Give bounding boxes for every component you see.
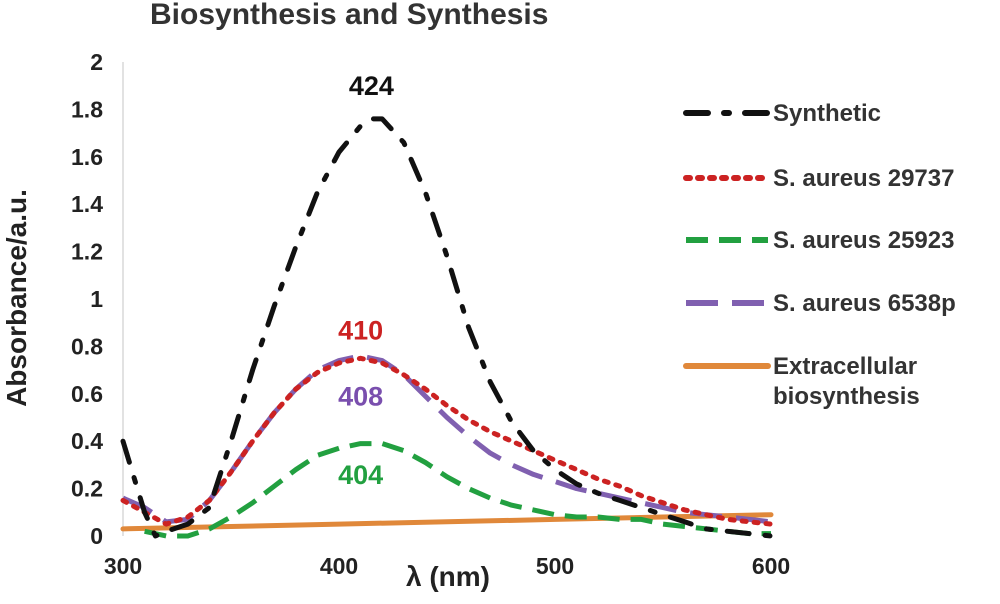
- y-tick-label: 1: [90, 286, 103, 312]
- x-tick-label: 500: [536, 553, 574, 579]
- y-tick-label: 0.4: [71, 428, 103, 454]
- y-tick-label: 2: [90, 49, 103, 75]
- y-axis-label: Absorbance/a.u.: [1, 189, 32, 407]
- y-tick-label: 1.4: [71, 191, 103, 217]
- x-tick-label: 400: [320, 553, 358, 579]
- y-tick-label: 1.2: [71, 239, 103, 265]
- y-tick-label: 1.8: [71, 96, 103, 122]
- legend-label-3: S. aureus 25923: [773, 227, 954, 254]
- x-axis-label: λ (nm): [406, 561, 490, 592]
- y-axis-ticks: 0 0.2 0.4 0.6 0.8 1 1.2 1.4 1.6 1.8 2: [71, 49, 103, 549]
- series-line-4: [121, 353, 772, 525]
- series-line-3: [144, 441, 771, 539]
- y-tick-label: 0.2: [71, 476, 103, 502]
- peak-label-424: 424: [349, 71, 394, 101]
- series-group: [120, 116, 774, 539]
- peak-label-410: 410: [338, 315, 383, 345]
- y-tick-label: 0: [90, 523, 103, 549]
- x-tick-label: 300: [104, 553, 142, 579]
- peak-label-408: 408: [338, 382, 383, 412]
- series-line-2: [120, 355, 774, 527]
- x-tick-label: 600: [752, 553, 790, 579]
- chart-title: Biosynthesis and Synthesis: [150, 0, 548, 31]
- legend-label-4: S. aureus 6538p: [773, 290, 956, 317]
- y-tick-label: 0.6: [71, 381, 103, 407]
- series-line-5: [120, 512, 774, 532]
- series-line-1: [120, 116, 774, 539]
- legend-label-2: S. aureus 29737: [773, 165, 954, 192]
- x-axis-ticks: 300 400 500 600: [104, 553, 790, 579]
- peak-label-404: 404: [338, 460, 383, 490]
- legend-label-1: Synthetic: [773, 100, 881, 127]
- legend-label-5: Extracellular biosynthesis: [773, 353, 920, 410]
- peak-annotations: 424 410 408 404: [338, 71, 394, 490]
- y-tick-label: 1.6: [71, 144, 103, 170]
- y-tick-label: 0.8: [71, 333, 103, 359]
- legend: Synthetic S. aureus 29737 S. aureus 25923 S…: [683, 100, 956, 410]
